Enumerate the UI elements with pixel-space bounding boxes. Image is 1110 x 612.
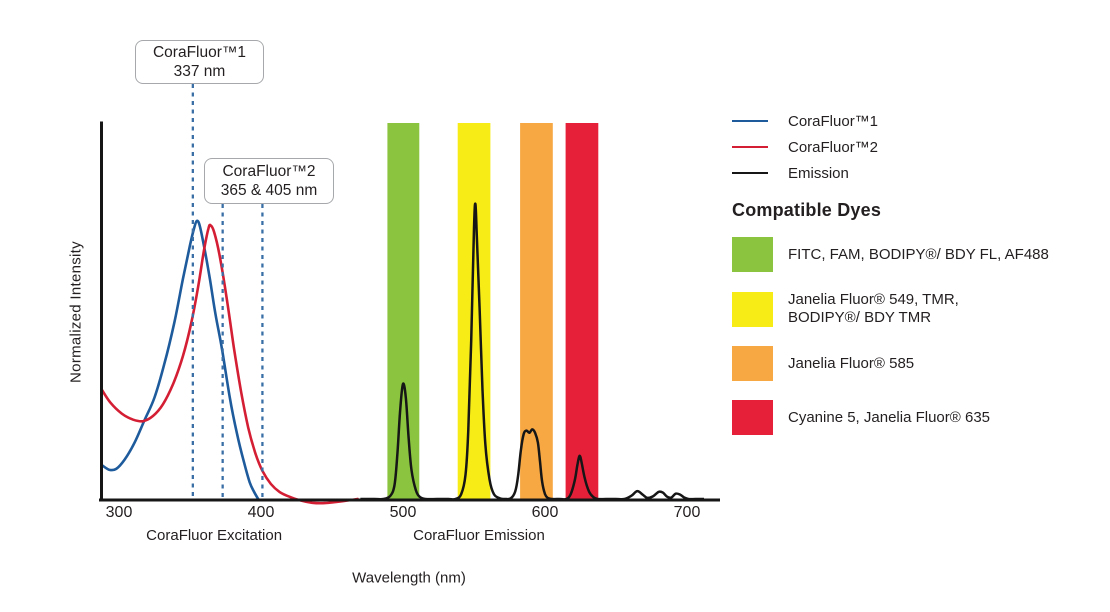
band-fitc-fam <box>387 123 420 499</box>
annotation-line: 365 & 405 nm <box>220 182 318 199</box>
legend-label: Emission <box>788 164 849 182</box>
dye-label: BODIPY®/ BDY TMR <box>788 309 932 326</box>
dye-label: Janelia Fluor® 585 <box>788 354 915 372</box>
legend-item-cora1: CoraFluor™1 <box>732 110 878 132</box>
dye-row-yellow: Janelia Fluor® 549, TMR, BODIPY®/ BDY TM… <box>732 291 1092 327</box>
legend-label: CoraFluor™1 <box>788 112 879 130</box>
x-axis-title: Wavelength (nm) <box>352 569 466 587</box>
green-swatch <box>732 237 773 272</box>
dye-label: Cyanine 5, Janelia Fluor® 635 <box>788 408 991 426</box>
legend-line-sample-cora1 <box>732 120 768 122</box>
x-tick-400: 400 <box>247 504 275 521</box>
dye-label: Janelia Fluor® 549, TMR, <box>788 291 959 308</box>
legend-item-cora2: CoraFluor™2 <box>732 136 878 158</box>
x-tick-500: 500 <box>389 504 417 521</box>
legend: CoraFluor™1 CoraFluor™2 Emission <box>732 110 878 184</box>
red-swatch <box>732 400 773 435</box>
annotation-line: CoraFluor™2 <box>222 163 316 180</box>
band-cy5-jf635 <box>565 123 599 499</box>
section-label: CoraFluor Emission <box>413 527 545 544</box>
annotation-line: CoraFluor™1 <box>152 44 247 61</box>
dye-row-green: FITC, FAM, BODIPY®/ BDY FL, AF488 <box>732 237 1092 272</box>
legend-label: CoraFluor™2 <box>788 138 879 156</box>
y-axis-title: Normalized Intensity <box>67 241 85 383</box>
emission-curve <box>360 202 704 501</box>
cora2-excitation-curve <box>100 223 359 505</box>
yellow-swatch <box>732 291 773 327</box>
x-tick-600: 600 <box>531 504 559 521</box>
band-jf585 <box>520 123 553 499</box>
cora1-excitation-curve <box>100 219 260 501</box>
compatible-dyes-heading: Compatible Dyes <box>732 200 882 220</box>
legend-item-emission: Emission <box>732 162 878 184</box>
orange-swatch <box>732 346 773 381</box>
dye-row-red: Cyanine 5, Janelia Fluor® 635 <box>732 400 1092 435</box>
annotation-line: 337 nm <box>173 63 226 80</box>
compatible-dyes-list: FITC, FAM, BODIPY®/ BDY FL, AF488 Janeli… <box>732 237 1092 435</box>
dye-label: FITC, FAM, BODIPY®/ BDY FL, AF488 <box>788 245 1049 263</box>
cora1-excitation-annotation: CoraFluor™1 337 nm <box>135 40 264 84</box>
legend-line-sample-cora2 <box>732 146 768 148</box>
dye-row-orange: Janelia Fluor® 585 <box>732 346 1092 381</box>
cora2-excitation-annotation: CoraFluor™2 365 & 405 nm <box>204 158 334 204</box>
x-tick-300: 300 <box>105 504 133 521</box>
x-tick-700: 700 <box>673 504 701 521</box>
legend-line-sample-emission <box>732 172 768 174</box>
section-label: CoraFluor Excitation <box>146 527 283 544</box>
